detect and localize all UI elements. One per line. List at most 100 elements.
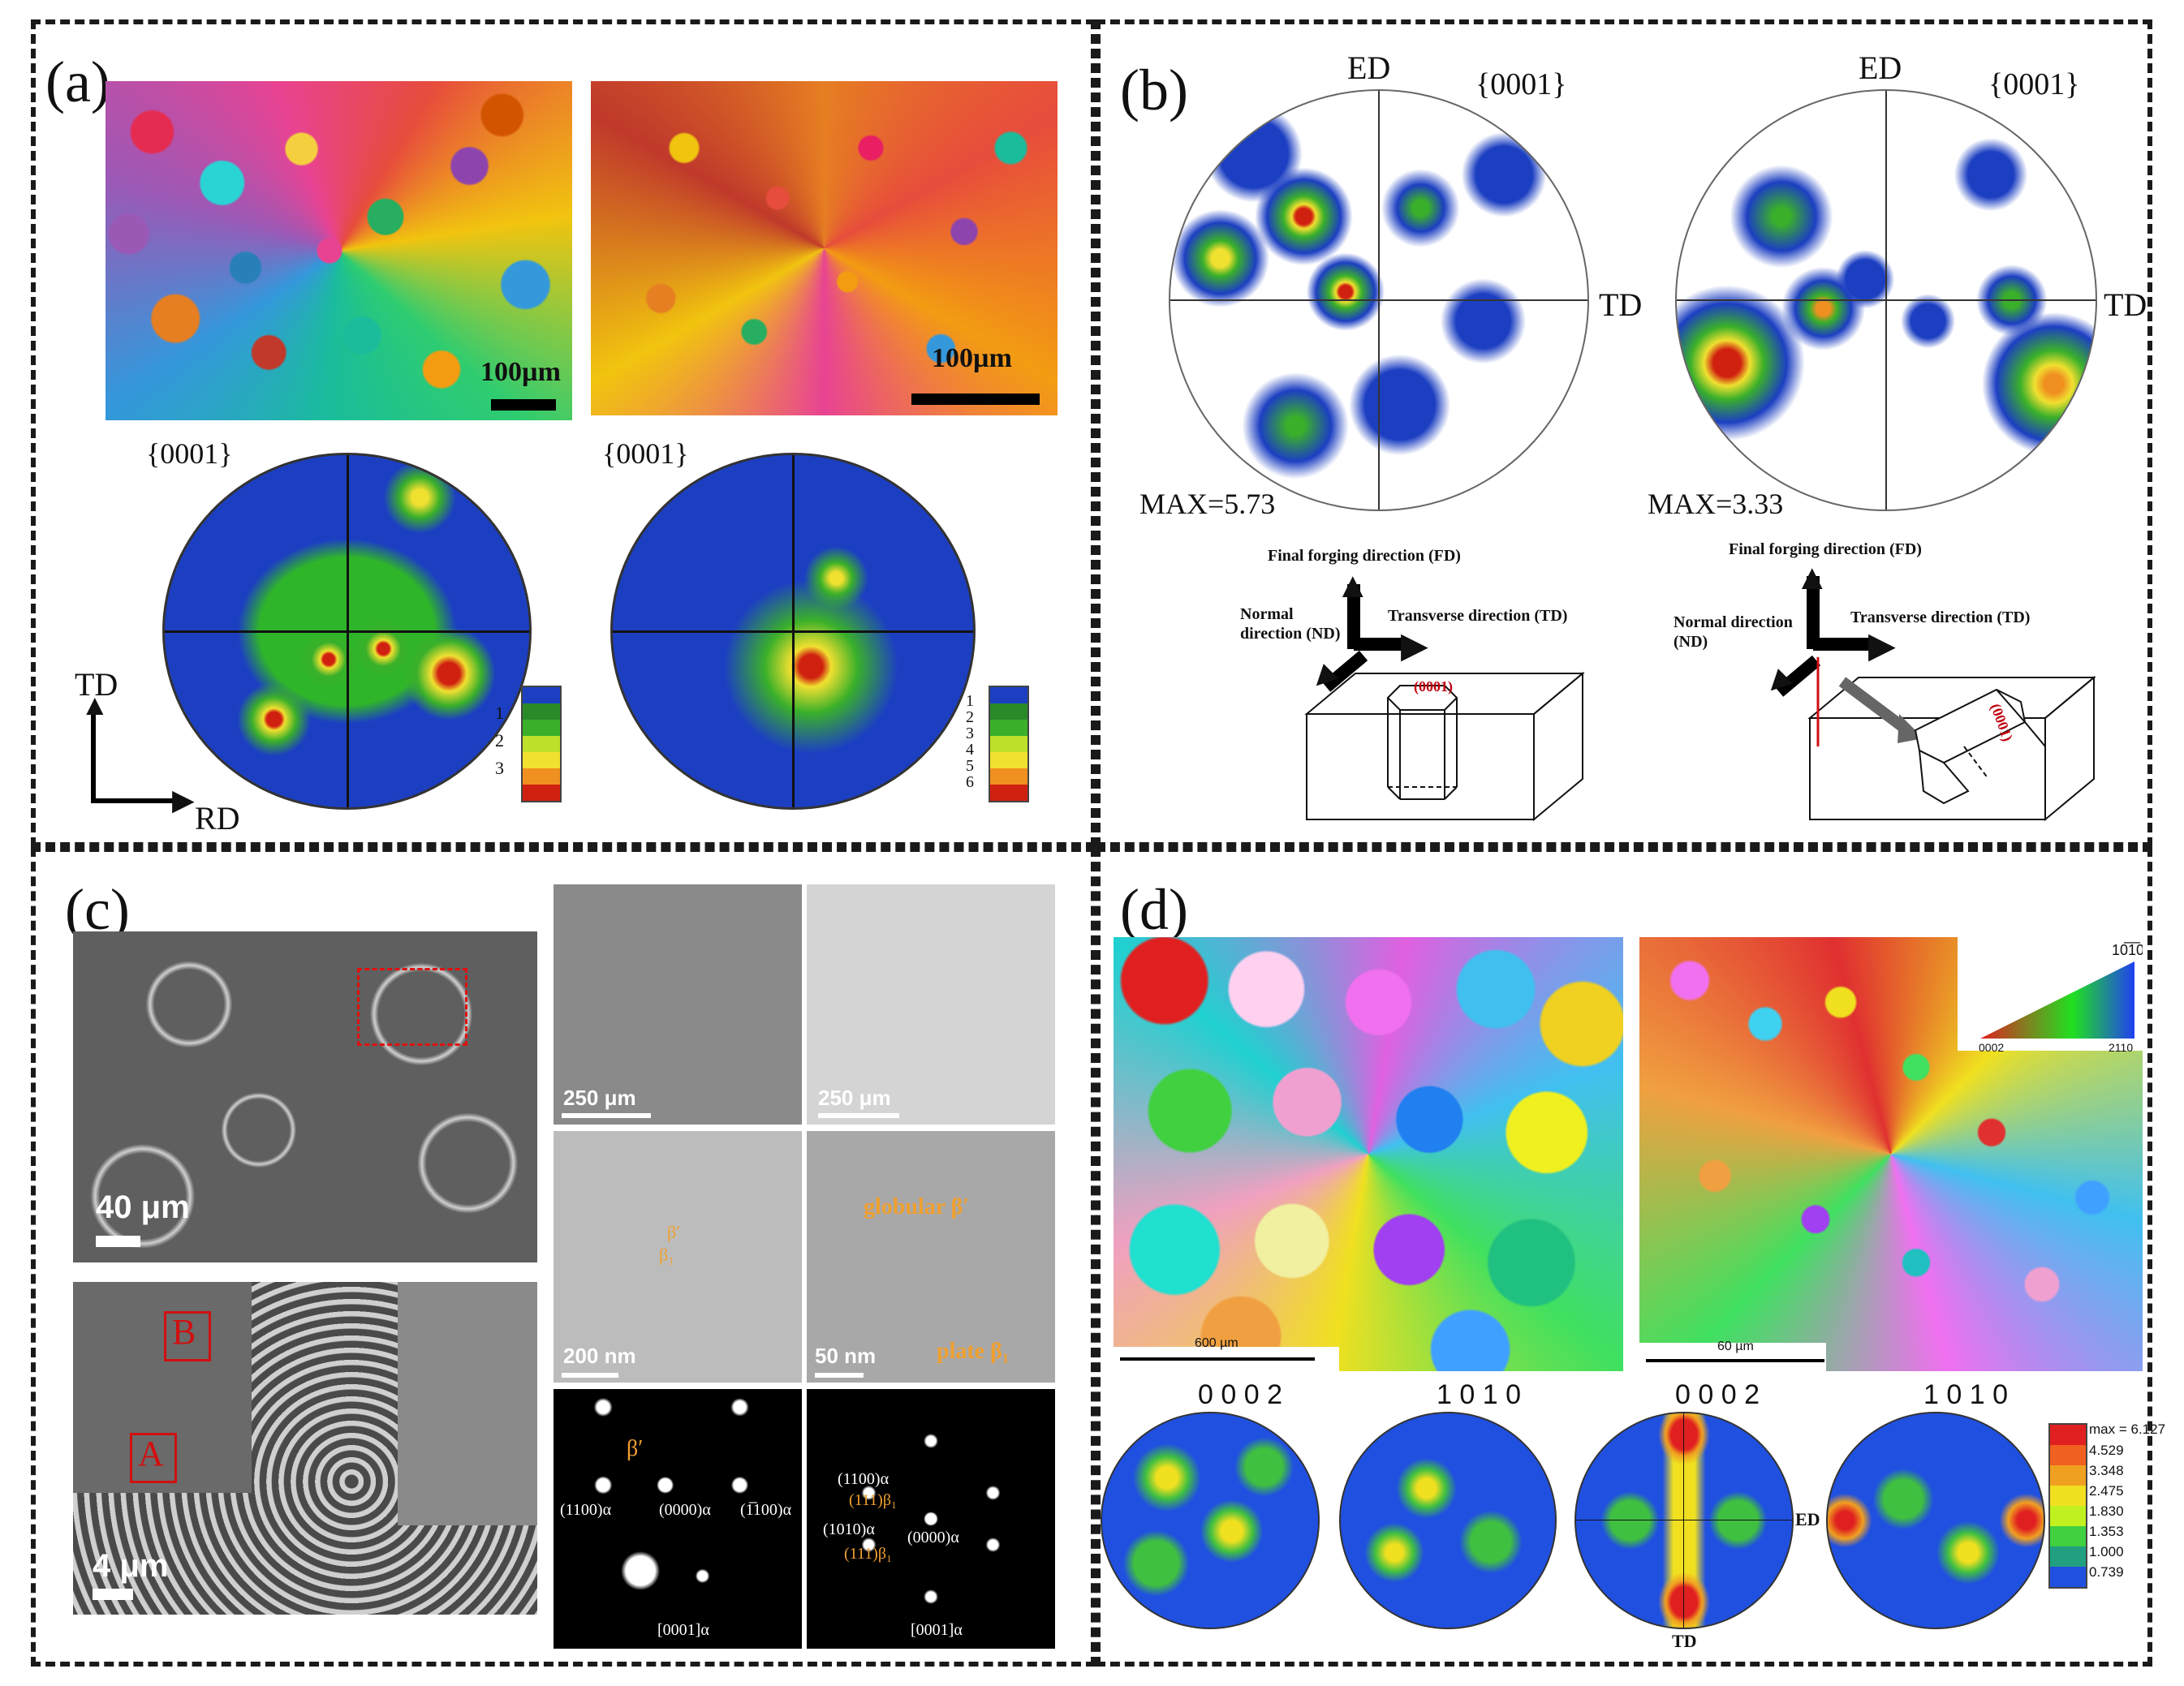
pole-figure-b-right xyxy=(1675,89,2097,511)
scale-bar xyxy=(815,1373,864,1378)
td-label-left: Transverse direction (TD) xyxy=(1388,607,1568,625)
marker-b: B xyxy=(172,1312,196,1352)
legend-tick: 4.529 xyxy=(2089,1443,2124,1458)
saed-zone: [0001]α xyxy=(657,1621,709,1639)
panel-b-label: (b) xyxy=(1120,58,1188,123)
pf-b-right-title: {0001} xyxy=(1988,67,2080,101)
schematic-block-left xyxy=(1304,671,1585,822)
axis-arrow-rd xyxy=(91,798,180,803)
saed-spot-5: (111)β₁ xyxy=(844,1545,892,1563)
saed-spot-1: (1100)α xyxy=(838,1470,890,1488)
marker-a-box xyxy=(130,1433,177,1483)
scale-label: 250 μm xyxy=(818,1086,891,1110)
legend-tick: 3 xyxy=(495,758,504,778)
pf-d-ed-label: ED xyxy=(1795,1509,1820,1529)
arrow-head-right: ▶ xyxy=(172,784,195,816)
scale-bar xyxy=(96,1236,140,1247)
saed-pattern-left: β′ (1100)α (0000)α (1̅100)α [0001]α xyxy=(554,1389,802,1649)
arrow-head-up: ▲ xyxy=(80,689,110,721)
legend-tick: 5 xyxy=(966,757,974,775)
saed-spot-3: (1̅100)α xyxy=(740,1501,792,1519)
scale-label: 50 nm xyxy=(815,1344,877,1368)
matrix-region xyxy=(398,1282,537,1525)
legend-tick: 1.830 xyxy=(2089,1503,2124,1519)
marker-b-box xyxy=(164,1311,211,1361)
pf-crosshair-v xyxy=(1683,1413,1684,1628)
roi-box xyxy=(357,968,467,1046)
pf-crosshair-v xyxy=(346,455,349,807)
pf-crosshair-v xyxy=(1885,91,1887,510)
pf-b-left-max: MAX=5.73 xyxy=(1139,488,1276,520)
axis-arrow-td xyxy=(91,706,96,803)
fd-arrow xyxy=(1807,576,1820,649)
scale-label: 250 μm xyxy=(563,1086,636,1110)
legend-tick: 1 xyxy=(966,692,974,710)
pf-crosshair-v xyxy=(792,455,795,807)
scale-bar xyxy=(562,1113,651,1118)
legend-tick: 1.353 xyxy=(2089,1524,2124,1539)
scale-label: 100µm xyxy=(480,357,561,387)
pf-d-title-4: 1 0 1 0 xyxy=(1923,1379,2008,1410)
tem-image-1: 250 μm xyxy=(554,884,802,1125)
panel-c-frame xyxy=(31,847,1096,1667)
marker-a: A xyxy=(138,1434,164,1473)
pf-b-left-right: TD xyxy=(1599,286,1643,323)
scale-label: 600 µm xyxy=(1195,1336,1238,1350)
tem-image-3: β′ β₁ 200 nm xyxy=(554,1131,802,1383)
fd-label-left: Final forging direction (FD) xyxy=(1268,547,1461,565)
scale-label: 40 μm xyxy=(96,1189,190,1225)
td-arrow xyxy=(1354,638,1406,651)
pole-figure-b-left xyxy=(1169,89,1589,511)
legend-max: max = 6.127 xyxy=(2089,1421,2166,1437)
nd-label-left-2: direction (ND) xyxy=(1240,625,1341,643)
saed-pattern-right: (1100)α (111)β₁ (1010)α (0000)α (111)β₁ … xyxy=(807,1389,1055,1649)
legend-a-left xyxy=(521,686,562,802)
pf-title-left: {0001} xyxy=(146,437,233,470)
axis-label-td: TD xyxy=(75,666,118,703)
legend-tick: 2 xyxy=(495,730,504,751)
arrow-head-up: ▲ xyxy=(1335,566,1371,605)
legend-tick: 4 xyxy=(966,741,974,759)
ipf-key-top: 10̅1̅0 xyxy=(2112,942,2143,958)
saed-zone: [0001]α xyxy=(911,1621,963,1639)
pf-d-title-1: 0 0 0 2 xyxy=(1198,1379,1282,1410)
scale-label: 100µm xyxy=(932,343,1012,373)
ebsd-map-d-left: 600 µm xyxy=(1114,937,1623,1371)
pole-figure-d-2 xyxy=(1339,1412,1557,1629)
nd-label-right-1: Normal direction xyxy=(1674,613,1793,631)
scale-bar xyxy=(1120,1357,1315,1361)
plate-label: plate β₁ xyxy=(937,1339,1010,1364)
pf-title-right: {0001} xyxy=(602,437,689,470)
scale-bar xyxy=(562,1373,618,1378)
scale-bar xyxy=(911,394,1040,405)
beta1-label: β₁ xyxy=(659,1245,674,1265)
arrow-head-right: ▶ xyxy=(1868,626,1896,665)
pole-figure-a-left xyxy=(162,453,532,810)
scale-bar xyxy=(818,1113,899,1118)
saed-spot-2: (0000)α xyxy=(659,1501,711,1519)
beta-prime-label: β′ xyxy=(667,1222,681,1242)
ebsd-map-right: 100µm xyxy=(591,81,1058,415)
scale-bar-box xyxy=(1639,1343,1826,1371)
pf-b-left-top: ED xyxy=(1347,49,1391,86)
legend-d xyxy=(2048,1423,2087,1589)
pf-d-td-label: TD xyxy=(1672,1631,1697,1651)
td-arrow xyxy=(1813,638,1873,651)
scale-bar xyxy=(93,1589,133,1600)
saed-spot-3: (1010)α xyxy=(823,1520,875,1538)
panel-a-label: (a) xyxy=(45,49,110,114)
legend-tick: 1 xyxy=(495,703,504,723)
legend-tick: 0.739 xyxy=(2089,1564,2124,1580)
ebsd-map-left: 100µm xyxy=(106,81,572,420)
legend-a-right xyxy=(989,686,1029,802)
globular-label: globular β′ xyxy=(864,1194,970,1219)
pf-d-title-2: 1 0 1 0 xyxy=(1437,1379,1521,1410)
panel-d-frame xyxy=(1096,847,2152,1667)
nd-label-right-2: (ND) xyxy=(1674,633,1708,651)
legend-tick: 2 xyxy=(966,708,974,726)
td-label-right: Transverse direction (TD) xyxy=(1850,609,2031,626)
arrow-head-up: ▲ xyxy=(1794,557,1830,597)
tem-image-4: globular β′ plate β₁ 50 nm xyxy=(807,1131,1055,1383)
pf-b-right-top: ED xyxy=(1859,49,1902,86)
tem-image-2: 250 μm xyxy=(807,884,1055,1125)
